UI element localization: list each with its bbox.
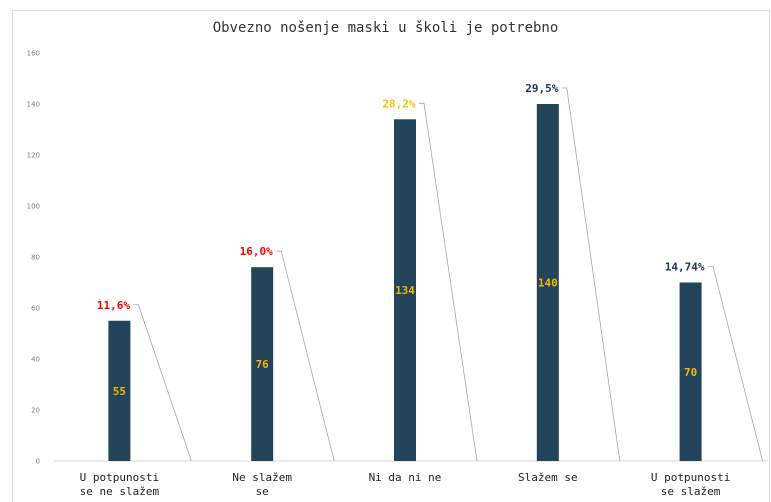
y-tick-label: 80 bbox=[31, 254, 40, 262]
y-tick-label: 40 bbox=[31, 356, 40, 364]
chart-border bbox=[12, 10, 770, 502]
value-label: 55 bbox=[113, 385, 126, 398]
category-label: se ne slažem bbox=[80, 485, 160, 498]
category-label: se slažem bbox=[661, 485, 721, 498]
percent-label: 29,5% bbox=[525, 82, 558, 95]
value-label: 140 bbox=[538, 277, 558, 290]
value-label: 76 bbox=[256, 358, 270, 371]
category-label: Slažem se bbox=[518, 471, 578, 484]
percent-label: 16,0% bbox=[240, 245, 273, 258]
bar bbox=[679, 282, 702, 461]
category-label: Ni da ni ne bbox=[369, 471, 442, 484]
y-tick-label: 20 bbox=[31, 407, 40, 415]
category-label: se bbox=[256, 485, 269, 498]
y-tick-label: 120 bbox=[27, 152, 40, 160]
chart-title: Obvezno nošenje maski u školi je potrebn… bbox=[212, 20, 559, 36]
y-tick-label: 0 bbox=[36, 458, 40, 466]
y-tick-label: 160 bbox=[27, 50, 40, 58]
leader-line bbox=[419, 102, 478, 462]
value-label: 134 bbox=[395, 284, 415, 297]
leader-line bbox=[133, 304, 192, 462]
bar bbox=[108, 320, 131, 461]
bar bbox=[251, 267, 274, 461]
leader-line bbox=[561, 87, 621, 462]
category-label: U potpunosti bbox=[651, 471, 730, 484]
y-tick-label: 60 bbox=[31, 305, 40, 313]
leader-line bbox=[708, 266, 763, 462]
category-label: Ne slažem bbox=[232, 471, 292, 484]
y-tick-label: 140 bbox=[27, 101, 40, 109]
y-tick-label: 100 bbox=[27, 203, 40, 211]
leader-line bbox=[276, 250, 335, 462]
value-label: 70 bbox=[684, 366, 697, 379]
percent-label: 28,2% bbox=[382, 97, 415, 110]
category-label: U potpunosti bbox=[80, 471, 159, 484]
percent-label: 11,6% bbox=[97, 299, 130, 312]
bar bbox=[394, 119, 416, 462]
bar bbox=[536, 104, 559, 461]
percent-label: 14,74% bbox=[665, 261, 705, 274]
